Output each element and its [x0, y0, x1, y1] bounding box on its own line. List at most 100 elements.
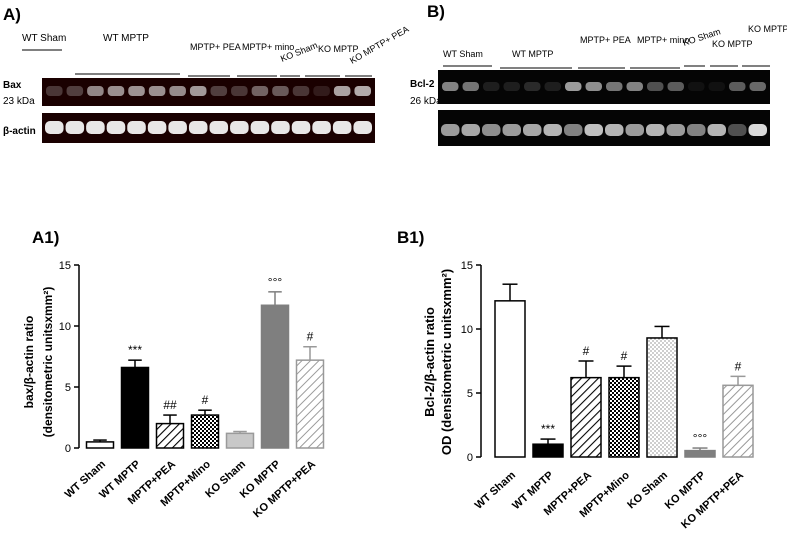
blot-band: [189, 86, 207, 96]
chart-a1-bar: [155, 422, 185, 449]
blot-band: [646, 124, 665, 136]
blot-a-label-mptp-mino: MPTP+ mino: [242, 42, 294, 52]
chart-a1-annotation: #: [307, 330, 314, 344]
blot-band: [462, 82, 479, 91]
chart-a1-annotation: #: [202, 393, 209, 407]
blot-a-group-labels: WT Sham WT MPTP MPTP+ PEA MPTP+ mino KO …: [22, 24, 410, 66]
chart-a1-bar: [295, 359, 325, 449]
blot-band: [585, 82, 602, 91]
chart-b1-bar: [722, 384, 754, 458]
blot-a-label-ko-mptp: KO MPTP: [318, 44, 359, 54]
blot-band: [168, 121, 187, 134]
blot-band: [708, 82, 725, 91]
chart-b1-y-tick-label: 15: [461, 260, 473, 272]
chart-a1-bar: [225, 432, 255, 449]
chart-b1-bar: [684, 449, 716, 458]
blot-band: [271, 121, 290, 134]
blot-band: [312, 121, 331, 134]
blot-band: [147, 121, 167, 134]
blot-band: [728, 124, 747, 136]
blot-band: [441, 124, 460, 136]
chart-b1-ylabel-line2: OD (densitometric unitsxmm²): [439, 269, 454, 455]
blot-band: [707, 124, 726, 136]
chart-b1-bar: [608, 376, 640, 458]
chart-a1-annotation: ***: [128, 343, 142, 357]
chart-b1-y-tick-label: 0: [467, 452, 473, 464]
chart-a1-y-tick-label: 5: [65, 382, 71, 394]
blot-band: [687, 124, 706, 136]
blot-band: [251, 86, 269, 96]
blot-a-row-label-actin: β-actin: [3, 126, 36, 137]
blot-band: [729, 82, 746, 91]
blot-band: [107, 86, 125, 96]
chart-b1-annotation: °°°: [693, 431, 708, 445]
chart-a1-bar: [85, 441, 115, 449]
blot-band: [666, 124, 685, 136]
blot-band: [749, 82, 766, 91]
blot-band: [543, 124, 562, 136]
blot-band: [544, 82, 561, 91]
blot-b-bcl2-strip: [438, 70, 770, 104]
chart-a1-category-label: KO MPTP+PEA: [251, 458, 318, 520]
blot-band: [209, 121, 229, 134]
blot-a-label-mptp-pea: MPTP+ PEA: [190, 42, 241, 52]
blot-b-bands: [441, 82, 767, 136]
blot-band: [292, 86, 310, 96]
blot-band: [626, 82, 643, 91]
blot-band: [748, 124, 767, 136]
blot-band: [667, 82, 684, 91]
blot-band: [688, 82, 705, 91]
blot-band: [313, 86, 330, 96]
blot-band: [87, 86, 104, 96]
panel-label-b: B): [427, 2, 445, 21]
blot-band: [46, 86, 63, 96]
blot-band: [291, 121, 311, 134]
blot-band: [482, 124, 501, 136]
blot-band: [502, 124, 521, 136]
blot-band: [523, 124, 542, 136]
chart-b1-bar: [532, 443, 564, 458]
blot-band: [483, 82, 500, 91]
blot-band: [625, 124, 644, 136]
chart-a1-ylabel-line2: (densitometric unitsxmm²): [41, 287, 55, 438]
blot-band: [647, 82, 664, 91]
chart-a1-annotation: ##: [163, 398, 177, 412]
chart-b1-y-tick-label: 10: [461, 324, 473, 336]
blot-band: [354, 86, 371, 96]
blot-band: [148, 86, 166, 96]
blot-a-label-wt-sham: WT Sham: [22, 33, 66, 44]
blot-b-underlines: [443, 65, 770, 69]
blot-band: [188, 121, 208, 134]
chart-b1-bar: [646, 337, 678, 458]
chart-a1-y-tick-label: 10: [59, 321, 71, 333]
blot-band: [65, 121, 85, 134]
blot-b-row-label-bcl2: Bcl-2: [410, 79, 435, 90]
chart-b1-annotation: #: [583, 344, 590, 358]
blot-band: [605, 124, 624, 136]
blot-b-label-wt-mptp: WT MPTP: [512, 49, 553, 59]
blot-b-label-mptp-pea: MPTP+ PEA: [580, 35, 631, 45]
chart-b1-bar: [494, 300, 526, 458]
blot-a-row-label-bax: Bax: [3, 80, 22, 91]
blot-b-group-labels: WT Sham WT MPTP MPTP+ PEA MPTP+ mino KO …: [443, 24, 787, 59]
panel-label-a: A): [3, 5, 21, 24]
blot-band: [106, 121, 126, 134]
blot-band: [128, 86, 145, 96]
chart-a1-y-tick-label: 15: [59, 260, 71, 272]
blot-band: [503, 82, 520, 91]
chart-b1-annotation: ***: [541, 422, 555, 436]
blot-band: [565, 82, 582, 91]
blot-a-bands: [45, 86, 372, 134]
blot-band: [584, 124, 603, 136]
chart-a1-y-tick-label: 0: [65, 443, 71, 455]
chart-b1-annotation: #: [735, 359, 742, 373]
blot-a-row-label-kda: 23 kDa: [3, 96, 35, 107]
chart-a1-bar: [260, 304, 290, 449]
blot-band: [272, 86, 289, 96]
blot-band: [461, 124, 480, 136]
blot-band: [250, 121, 270, 134]
chart-a1-bar: [190, 414, 220, 449]
blot-a-underlines: [22, 49, 372, 77]
blot-band: [45, 121, 64, 134]
